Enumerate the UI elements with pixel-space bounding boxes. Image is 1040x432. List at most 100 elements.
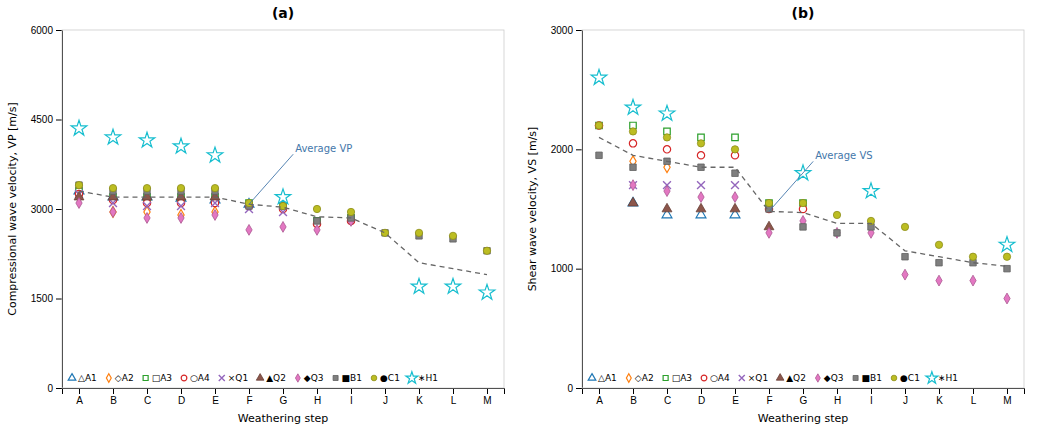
plot-frame — [62, 30, 504, 388]
point — [625, 99, 641, 114]
tick-mark — [667, 388, 668, 394]
point — [663, 134, 670, 141]
legend-symbol — [891, 375, 897, 381]
legend-label: ∗H1 — [418, 373, 438, 383]
x-tick: L — [971, 388, 977, 406]
point — [628, 197, 638, 206]
point — [143, 202, 151, 210]
point — [833, 211, 840, 218]
tick-mark — [905, 388, 906, 394]
legend-label: ■B1 — [342, 373, 362, 383]
point — [313, 205, 320, 212]
point — [415, 229, 422, 236]
tick-label: C — [144, 395, 151, 406]
legend-item: ○A4 — [701, 373, 730, 383]
x-tick: J — [383, 388, 388, 406]
x-tick: D — [698, 388, 705, 406]
tick-mark — [113, 388, 114, 394]
legend-item: ○A4 — [181, 373, 210, 383]
tick-mark — [576, 30, 582, 31]
legend-label: ○A4 — [710, 373, 730, 383]
tick-mark — [599, 388, 600, 394]
point — [662, 203, 672, 212]
point — [445, 278, 461, 293]
legend-label: ◇A2 — [115, 373, 134, 383]
series — [74, 185, 254, 207]
tick-mark — [769, 388, 770, 394]
series — [76, 182, 490, 254]
legend-symbol — [926, 372, 938, 383]
point — [863, 183, 879, 198]
point — [177, 202, 185, 210]
point — [698, 192, 704, 203]
point — [659, 105, 675, 120]
point — [449, 232, 456, 239]
x-axis-title: Weathering step — [238, 412, 329, 425]
point — [834, 227, 840, 238]
point — [144, 213, 150, 224]
legend-symbol — [143, 375, 148, 380]
legend-label: ○A4 — [190, 373, 210, 383]
point — [348, 216, 354, 227]
point — [484, 248, 490, 254]
legend-item: △A1 — [588, 373, 617, 383]
tick-label: K — [416, 395, 423, 406]
axis-line — [56, 31, 63, 389]
point — [1004, 293, 1010, 304]
legend-item: ●C1 — [891, 373, 920, 383]
point — [664, 186, 670, 197]
tick-mark — [803, 388, 804, 394]
legend-item: ∗H1 — [406, 372, 438, 383]
legend-item: ▲Q2 — [776, 373, 806, 383]
y-axis: 01500300045006000 — [31, 25, 63, 394]
point — [595, 122, 602, 129]
y-axis-title: Shear wave velocity, VS [m/s] — [526, 127, 539, 292]
series — [630, 180, 1010, 304]
legend-label: ◆Q3 — [824, 373, 844, 383]
axis-line — [583, 389, 1025, 395]
x-tick: F — [246, 388, 252, 406]
legend-label: ◆Q3 — [304, 373, 324, 383]
legend-label: ▲Q2 — [786, 373, 806, 383]
x-tick: I — [870, 388, 873, 406]
legend-item: □A3 — [143, 373, 172, 383]
series — [76, 188, 354, 224]
tick-label: H — [834, 395, 841, 406]
x-tick: C — [144, 388, 151, 406]
tick-label: 4500 — [31, 114, 54, 125]
tick-mark — [973, 388, 974, 394]
point — [207, 147, 223, 162]
legend-item: ▲Q2 — [256, 373, 286, 383]
average-line — [599, 137, 1007, 266]
point — [901, 223, 908, 230]
tick-label: I — [350, 395, 353, 406]
point — [902, 269, 908, 280]
x-tick: E — [212, 388, 219, 406]
tick-label: F — [246, 395, 252, 406]
point — [936, 275, 942, 286]
point — [76, 198, 82, 209]
legend-symbol — [256, 374, 264, 381]
tick-mark — [317, 388, 318, 394]
point — [800, 200, 806, 206]
axis-line — [63, 389, 505, 395]
tick-mark — [56, 30, 62, 31]
title: (a) — [272, 5, 294, 21]
tick-label: G — [800, 395, 808, 406]
tick-label: 6000 — [31, 25, 54, 36]
legend-item: ■B1 — [853, 373, 882, 383]
tick-label: B — [110, 395, 117, 406]
x-tick: G — [280, 388, 288, 406]
tick-mark — [701, 388, 702, 394]
series — [596, 122, 806, 206]
panel: ABCDEFGHIJKLM01500300045006000(a)Weather… — [6, 5, 505, 425]
y-tick: 3000 — [31, 204, 62, 215]
tick-mark — [487, 388, 488, 394]
tick-label: B — [630, 395, 637, 406]
tick-label: E — [212, 395, 219, 406]
point — [765, 199, 772, 206]
point — [766, 200, 772, 206]
point — [697, 140, 704, 147]
tick-label: L — [971, 395, 977, 406]
legend-symbol — [815, 374, 820, 382]
